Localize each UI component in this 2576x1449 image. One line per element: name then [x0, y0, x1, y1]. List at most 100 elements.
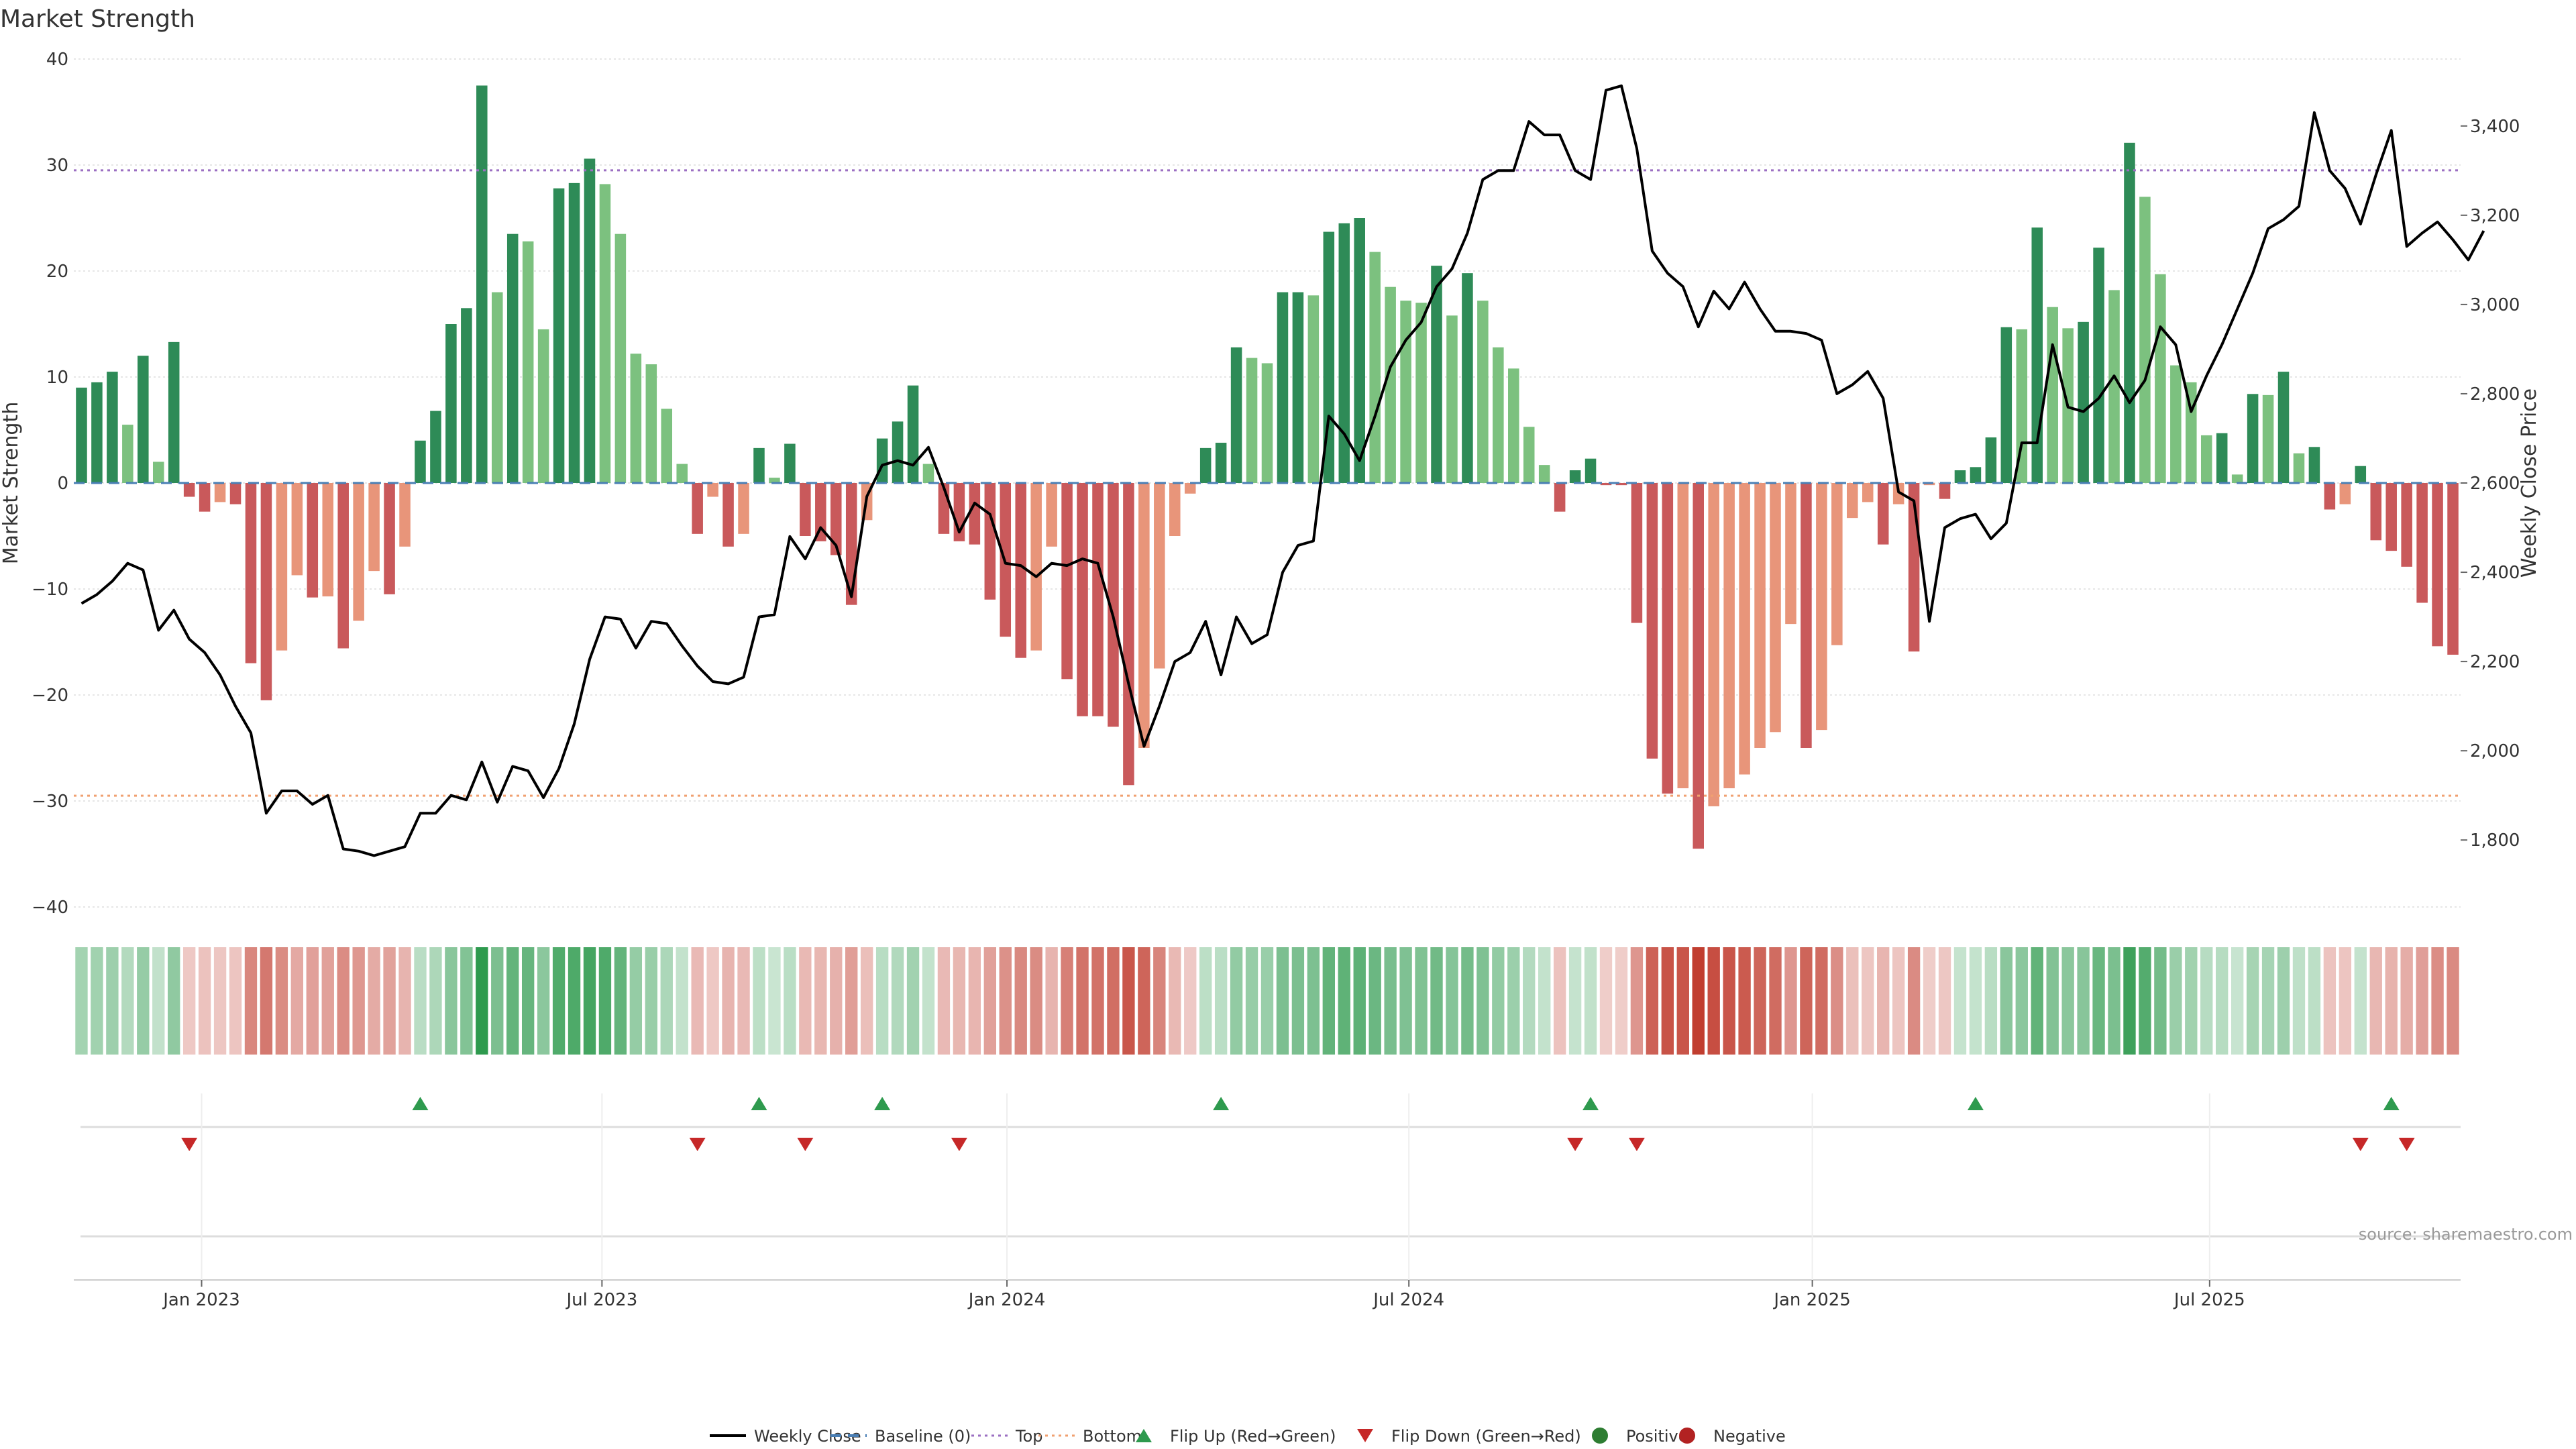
heat-cell [445, 947, 458, 1055]
heat-cell [1615, 947, 1628, 1055]
strength-bar [2139, 197, 2151, 483]
heat-cell [1276, 947, 1289, 1055]
heat-cell [290, 947, 304, 1055]
strength-bar [800, 483, 811, 536]
strength-bar [1184, 483, 1196, 494]
heat-cell [352, 947, 365, 1055]
legend-swatch-negative [1679, 1428, 1695, 1444]
heat-cell [1523, 947, 1536, 1055]
heat-cell [368, 947, 380, 1055]
heat-cell [676, 947, 688, 1055]
y-tick-label-right: 1,800 [2470, 830, 2520, 851]
heat-cell [2385, 947, 2398, 1055]
strength-bar [1061, 483, 1073, 680]
strength-bar [168, 341, 180, 483]
y-tick-label-left: 0 [57, 474, 68, 494]
heat-cell [2139, 947, 2151, 1055]
strength-bar [1277, 292, 1289, 483]
y-tick-label-left: −30 [32, 792, 68, 812]
flip-markers [80, 1097, 2461, 1238]
heat-cell [2400, 947, 2413, 1055]
strength-bar [368, 483, 380, 572]
heat-cell [1338, 947, 1350, 1055]
heat-cell [1477, 947, 1489, 1055]
heat-cell [1091, 947, 1104, 1055]
heat-cell [2092, 947, 2105, 1055]
y-ticks-left: 40 30 20 10 0 −10 −20 −30 −40 [32, 50, 68, 918]
heat-cell [1230, 947, 1243, 1055]
y-tick-label-right: 3,400 [2470, 117, 2520, 137]
strength-bar [1970, 467, 1982, 483]
heat-cell [568, 947, 581, 1055]
heat-cell [1245, 947, 1258, 1055]
heat-cell [645, 947, 657, 1055]
strength-bar [1600, 483, 1612, 486]
y-tick-label-left: −10 [32, 580, 68, 600]
heat-cell [1877, 947, 1890, 1055]
strength-bar [307, 483, 319, 598]
heat-cell [1184, 947, 1197, 1055]
heat-cell [2416, 947, 2428, 1055]
heat-cell [1938, 947, 1951, 1055]
strength-bar [1585, 458, 1597, 483]
heat-cell [398, 947, 411, 1055]
strength-bar [138, 356, 149, 483]
strength-bar [107, 372, 118, 483]
heat-cell [1553, 947, 1566, 1055]
heat-cell [1446, 947, 1458, 1055]
strength-bar [2401, 483, 2412, 567]
heat-cell [1045, 947, 1058, 1055]
strength-bar [815, 483, 826, 541]
strength-bar [2308, 447, 2320, 483]
strength-bar [260, 483, 272, 700]
strength-bar [1892, 483, 1904, 504]
heat-cell [1815, 947, 1828, 1055]
strength-bar [1801, 483, 1812, 748]
heat-cell [937, 947, 951, 1055]
strength-bar [476, 85, 488, 483]
x-tick-label: Jul 2024 [1372, 1290, 1444, 1310]
strength-bar [1015, 483, 1026, 658]
level-lines [74, 169, 2461, 797]
heat-cell [1260, 947, 1274, 1055]
heat-cell [2031, 947, 2043, 1055]
heat-cell [737, 947, 750, 1055]
strength-bar [2324, 483, 2336, 510]
strength-bar [1708, 483, 1719, 806]
strength-bar [1877, 483, 1889, 545]
strength-bar [2247, 394, 2259, 483]
y-tick-label-right: 2,600 [2470, 474, 2520, 494]
strength-bar [2447, 483, 2459, 655]
heat-cell [1107, 947, 1120, 1055]
legend-label: Weekly Close [754, 1427, 861, 1446]
strength-bar [291, 483, 303, 576]
flip-down-marker [1567, 1138, 1584, 1151]
heat-cell [244, 947, 258, 1055]
strength-bar [461, 308, 472, 483]
strength-bar [1400, 301, 1411, 483]
heat-cell [799, 947, 812, 1055]
y-axis-label-left: Market Strength [0, 402, 23, 564]
strength-bar [2216, 433, 2228, 483]
heat-cell [2369, 947, 2382, 1055]
flip-down-marker [951, 1138, 967, 1151]
y-tick-label-left: −40 [32, 898, 68, 918]
flip-down-marker [1628, 1138, 1645, 1151]
heat-cell [1846, 947, 1859, 1055]
strength-bar [2078, 321, 2089, 483]
flip-up-marker [751, 1097, 767, 1110]
chart-title: Market Strength [0, 5, 195, 33]
strength-bar [969, 483, 981, 545]
strength-bar [1462, 273, 1473, 483]
heat-cell [2354, 947, 2367, 1055]
heat-cell [1754, 947, 1766, 1055]
flip-down-marker [2398, 1138, 2415, 1151]
heat-cell [229, 947, 242, 1055]
flip-down-marker [797, 1138, 814, 1151]
strength-bar [122, 425, 133, 483]
y-tick-label-left: 20 [46, 262, 68, 282]
heat-cell [2216, 947, 2229, 1055]
heat-cell [2431, 947, 2444, 1055]
flip-down-marker [2352, 1138, 2369, 1151]
strength-bar [830, 483, 842, 555]
